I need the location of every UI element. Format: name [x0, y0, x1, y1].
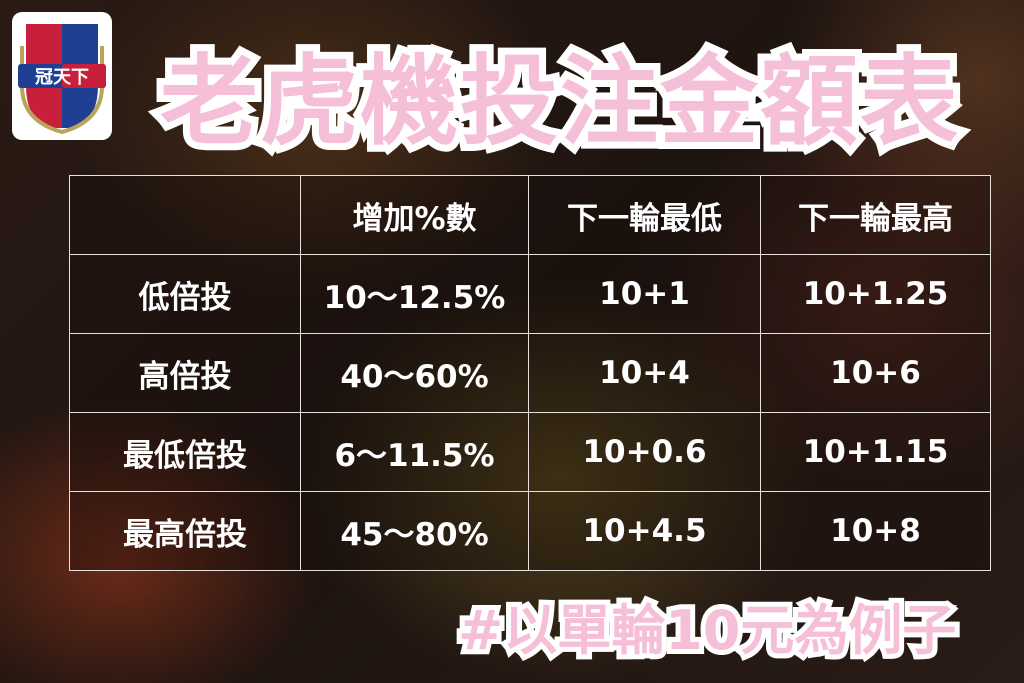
table-cell: 10～12.5% [300, 254, 529, 334]
footnote: #以單輪10元為例子 [453, 594, 961, 667]
table-cell: 10+6 [760, 333, 991, 413]
crown-shield-logo-icon: 冠天下 [18, 24, 106, 135]
table-cell: 10+1.15 [760, 412, 991, 492]
header-cell: 下一輪最高 [760, 175, 991, 255]
row-label: 最高倍投 [69, 491, 301, 571]
header-cell: 下一輪最低 [528, 175, 761, 255]
table-cell: 10+4 [528, 333, 761, 413]
table-cell: 10+1.25 [760, 254, 991, 334]
header-cell [69, 175, 301, 255]
row-label: 低倍投 [69, 254, 301, 334]
row-label: 最低倍投 [69, 412, 301, 492]
svg-text:冠天下: 冠天下 [35, 67, 89, 88]
brand-logo: 冠天下 [12, 12, 112, 140]
table-row: 高倍投 40～60% 10+4 10+6 [69, 333, 991, 413]
table-cell: 10+0.6 [528, 412, 761, 492]
bet-amount-table: 增加%數 下一輪最低 下一輪最高 低倍投 10～12.5% 10+1 10+1.… [69, 175, 991, 571]
header-cell: 增加%數 [300, 175, 529, 255]
table-cell: 45～80% [300, 491, 529, 571]
table-header-row: 增加%數 下一輪最低 下一輪最高 [69, 175, 991, 255]
table-cell: 40～60% [300, 333, 529, 413]
table-row: 低倍投 10～12.5% 10+1 10+1.25 [69, 254, 991, 334]
table-row: 最高倍投 45～80% 10+4.5 10+8 [69, 491, 991, 571]
table-cell: 10+1 [528, 254, 761, 334]
table-cell: 10+8 [760, 491, 991, 571]
page-title: 老虎機投注金額表 [153, 38, 965, 166]
row-label: 高倍投 [69, 333, 301, 413]
table-cell: 10+4.5 [528, 491, 761, 571]
table-row: 最低倍投 6～11.5% 10+0.6 10+1.15 [69, 412, 991, 492]
table-cell: 6～11.5% [300, 412, 529, 492]
